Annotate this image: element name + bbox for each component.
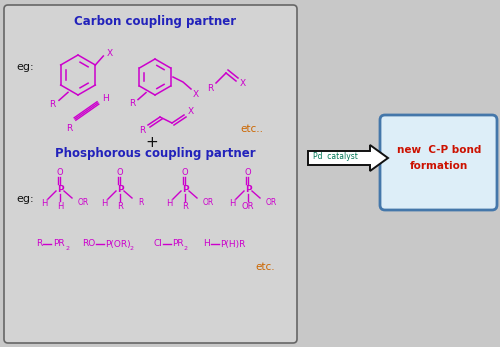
Text: formation: formation — [410, 161, 468, 171]
Text: Carbon coupling partner: Carbon coupling partner — [74, 15, 236, 27]
Text: H: H — [166, 198, 172, 208]
Text: X: X — [188, 107, 194, 116]
FancyBboxPatch shape — [4, 5, 297, 343]
Text: P: P — [182, 185, 188, 194]
Text: OR: OR — [203, 197, 214, 206]
Text: O: O — [244, 168, 252, 177]
FancyBboxPatch shape — [380, 115, 497, 210]
Text: R: R — [117, 202, 123, 211]
Text: R: R — [36, 239, 42, 248]
Text: etc..: etc.. — [240, 124, 263, 134]
Text: new  C-P bond: new C-P bond — [397, 145, 481, 155]
Text: H: H — [229, 198, 235, 208]
Polygon shape — [308, 145, 388, 171]
Text: etc.: etc. — [255, 262, 274, 272]
Text: H: H — [102, 94, 108, 103]
Text: 2: 2 — [130, 245, 134, 251]
Text: PR: PR — [53, 239, 64, 248]
Text: P: P — [116, 185, 123, 194]
Text: H: H — [101, 198, 107, 208]
Text: X: X — [193, 90, 199, 99]
Text: PR: PR — [172, 239, 184, 248]
Text: R: R — [138, 197, 143, 206]
Text: 2: 2 — [184, 245, 188, 251]
Text: +: + — [146, 135, 158, 150]
Text: H: H — [57, 202, 63, 211]
Text: O: O — [56, 168, 64, 177]
Text: O: O — [182, 168, 188, 177]
Text: eg:: eg: — [16, 194, 34, 204]
Text: OR: OR — [266, 197, 277, 206]
Text: 2: 2 — [65, 245, 69, 251]
Text: eg:: eg: — [16, 62, 34, 72]
Text: H: H — [203, 239, 210, 248]
Text: R: R — [182, 202, 188, 211]
Text: Pd  catalyst: Pd catalyst — [312, 152, 358, 161]
Text: X: X — [240, 78, 246, 87]
Text: R: R — [139, 126, 145, 135]
Text: RO: RO — [82, 239, 95, 248]
Text: P(H)R: P(H)R — [220, 239, 246, 248]
Text: Phosphorous coupling partner: Phosphorous coupling partner — [54, 146, 256, 160]
Text: O: O — [116, 168, 123, 177]
Text: Cl: Cl — [153, 239, 162, 248]
Text: R: R — [129, 99, 135, 108]
Text: OR: OR — [78, 197, 89, 206]
Text: R: R — [66, 124, 72, 133]
Text: P: P — [244, 185, 252, 194]
Text: H: H — [41, 198, 47, 208]
Text: P: P — [56, 185, 64, 194]
Text: X: X — [106, 49, 112, 58]
Text: R: R — [207, 84, 213, 93]
Text: OR: OR — [242, 202, 254, 211]
Text: P(OR): P(OR) — [105, 239, 130, 248]
Text: R: R — [48, 100, 55, 109]
